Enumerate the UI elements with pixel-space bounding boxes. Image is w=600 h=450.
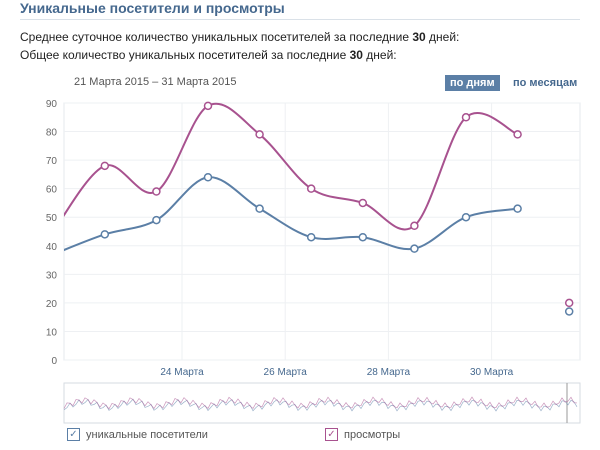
data-point <box>461 212 471 222</box>
data-point <box>410 244 419 253</box>
data-point <box>564 307 574 316</box>
data-point <box>410 221 419 231</box>
y-tick-label: 80 <box>46 128 58 139</box>
data-point <box>152 215 161 225</box>
series-line <box>64 176 518 252</box>
y-tick-label: 0 <box>51 356 57 367</box>
date-range: 21 Марта 2015 – 31 Марта 2015 <box>74 76 237 88</box>
y-tick-label: 50 <box>46 213 58 224</box>
legend-label: уникальные посетители <box>86 428 208 441</box>
page-title: Уникальные посетители и просмотры <box>20 0 285 16</box>
legend-views[interactable]: ✓ просмотры <box>325 428 400 441</box>
y-tick-label: 10 <box>46 327 58 338</box>
series-line <box>64 102 519 231</box>
x-tick-label: 30 Марта <box>470 367 514 378</box>
y-tick-label: 30 <box>46 270 58 281</box>
data-point <box>203 172 213 182</box>
data-point <box>255 204 264 213</box>
data-point <box>100 161 110 171</box>
data-point <box>100 230 110 239</box>
data-point <box>513 130 522 139</box>
navigator-frame <box>63 382 581 424</box>
data-point <box>152 187 161 196</box>
data-point <box>358 232 368 242</box>
data-point <box>564 298 574 308</box>
y-tick-label: 70 <box>46 156 58 167</box>
y-tick-label: 40 <box>46 242 58 253</box>
y-tick-label: 90 <box>46 99 58 110</box>
checkbox-checked-icon[interactable]: ✓ <box>67 428 80 441</box>
y-tick-label: 60 <box>46 185 58 196</box>
data-point <box>461 113 471 122</box>
by-months-button[interactable]: по месяцам <box>513 77 578 89</box>
navigator-series <box>63 396 578 410</box>
y-tick-label: 20 <box>46 299 58 310</box>
divider <box>20 19 580 20</box>
checkbox-checked-icon[interactable]: ✓ <box>325 428 338 441</box>
data-point <box>306 184 316 193</box>
legend-label: просмотры <box>344 428 401 441</box>
legend-uniques[interactable]: ✓ уникальные посетители <box>67 428 208 441</box>
data-point <box>203 101 213 111</box>
data-point <box>513 204 522 213</box>
data-point <box>255 130 264 139</box>
x-tick-label: 26 Марта <box>264 367 308 378</box>
data-point <box>306 232 316 242</box>
by-days-button[interactable]: по дням <box>445 75 500 91</box>
series-0 <box>64 176 518 252</box>
series-1 <box>64 102 519 231</box>
x-tick-label: 24 Марта <box>160 367 204 378</box>
plot-frame <box>63 102 581 361</box>
total-stat: Общее количество уникальных посетителей … <box>20 48 397 62</box>
navigator-series <box>63 398 578 412</box>
x-tick-label: 28 Марта <box>367 367 411 378</box>
avg-stat: Среднее суточное количество уникальных п… <box>20 30 460 44</box>
data-point <box>358 198 368 208</box>
